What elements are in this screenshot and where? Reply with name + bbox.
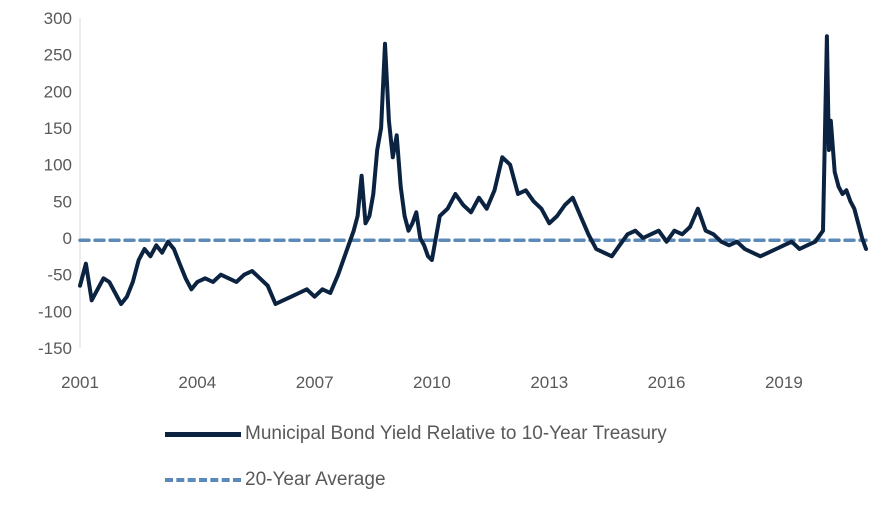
x-axis-tick-labels: 2001 2004 2007 2010 2013 2016 2019 [61,373,803,392]
x-tick-label: 2001 [61,373,99,392]
x-tick-label: 2004 [178,373,216,392]
x-tick-label: 2010 [413,373,451,392]
y-tick-label: 150 [44,119,72,138]
legend-swatch-solid [165,431,241,437]
y-tick-label: 50 [53,192,72,211]
legend-label-average: 20-Year Average [245,469,386,490]
y-tick-label: 100 [44,156,72,175]
series-layer [78,34,868,306]
legend-swatch-dashed [165,478,241,482]
y-tick-label: -150 [38,339,72,358]
y-tick-label: 250 [44,46,72,65]
y-tick-label: 300 [44,9,72,28]
x-tick-label: 2016 [648,373,686,392]
legend-item-municipal: Municipal Bond Yield Relative to 10-Year… [165,420,667,448]
x-tick-label: 2019 [765,373,803,392]
x-tick-label: 2013 [530,373,568,392]
legend: Municipal Bond Yield Relative to 10-Year… [165,420,667,512]
y-tick-label: 0 [63,229,72,248]
legend-label-municipal: Municipal Bond Yield Relative to 10-Year… [245,423,667,444]
legend-item-average: 20-Year Average [165,466,667,494]
x-tick-label: 2007 [296,373,334,392]
y-tick-label: -100 [38,302,72,321]
series-line-municipal-bond-yield [78,34,868,306]
y-tick-label: -50 [47,266,72,285]
y-tick-label: 200 [44,82,72,101]
y-axis-tick-labels: 300 250 200 150 100 50 0 -50 -100 -150 [38,9,72,358]
